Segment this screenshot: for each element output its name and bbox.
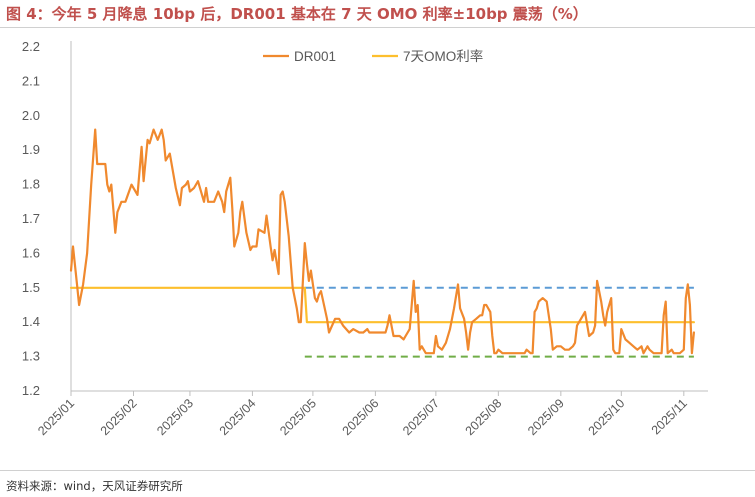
y-tick-label: 2.0	[22, 108, 40, 123]
x-tick-label: 2025/05	[277, 396, 319, 438]
x-tick-label: 2025/01	[35, 396, 77, 438]
y-tick-label: 2.1	[22, 73, 40, 88]
series-omo-rate	[69, 286, 696, 324]
title-divider	[0, 27, 755, 28]
y-axis: 2.2 2.1 2.0 1.9 1.8 1.7 1.6 1.5 1.4 1.3 1.2	[22, 39, 72, 398]
x-tick-label: 2025/10	[586, 396, 628, 438]
y-tick-label: 1.7	[22, 211, 40, 226]
x-tick-label: 2025/09	[525, 396, 567, 438]
chart-title: 图 4：今年 5 月降息 10bp 后，DR001 基本在 7 天 OMO 利率…	[6, 5, 588, 23]
x-tick-label: 2025/02	[98, 396, 140, 438]
x-tick-label: 2025/11	[649, 396, 690, 437]
plot-area	[69, 128, 696, 358]
y-tick-label: 2.2	[22, 39, 40, 54]
y-tick-label: 1.6	[22, 245, 40, 260]
source-divider	[0, 470, 755, 471]
legend-dr001: DR001	[263, 49, 336, 64]
x-tick-label: 2025/08	[463, 396, 505, 438]
x-axis: 2025/01 2025/02 2025/03 2025/04 2025/05 2025/…	[35, 390, 708, 438]
legend-omo-rate-label: 7天OMO利率	[403, 48, 483, 64]
y-tick-label: 1.5	[22, 280, 40, 295]
x-tick-label: 2025/06	[340, 396, 382, 438]
x-tick-label: 2025/07	[400, 396, 442, 438]
x-tick-label: 2025/03	[154, 396, 196, 438]
legend-dr001-label: DR001	[294, 49, 336, 64]
y-tick-label: 1.8	[22, 177, 40, 192]
legend: DR001 7天OMO利率	[263, 48, 483, 64]
y-tick-label: 1.9	[22, 142, 40, 157]
y-tick-label: 1.4	[22, 314, 40, 329]
source-note: 资料来源：wind，天风证券研究所	[6, 479, 183, 493]
line-chart: 2.2 2.1 2.0 1.9 1.8 1.7 1.6 1.5 1.4 1.3 1.2 2025/0…	[22, 39, 708, 438]
y-tick-label: 1.3	[22, 349, 40, 364]
x-tick-label: 2025/04	[217, 396, 259, 438]
series-dr001	[69, 128, 696, 355]
y-tick-label: 1.2	[22, 383, 40, 398]
legend-omo-rate: 7天OMO利率	[372, 48, 483, 64]
